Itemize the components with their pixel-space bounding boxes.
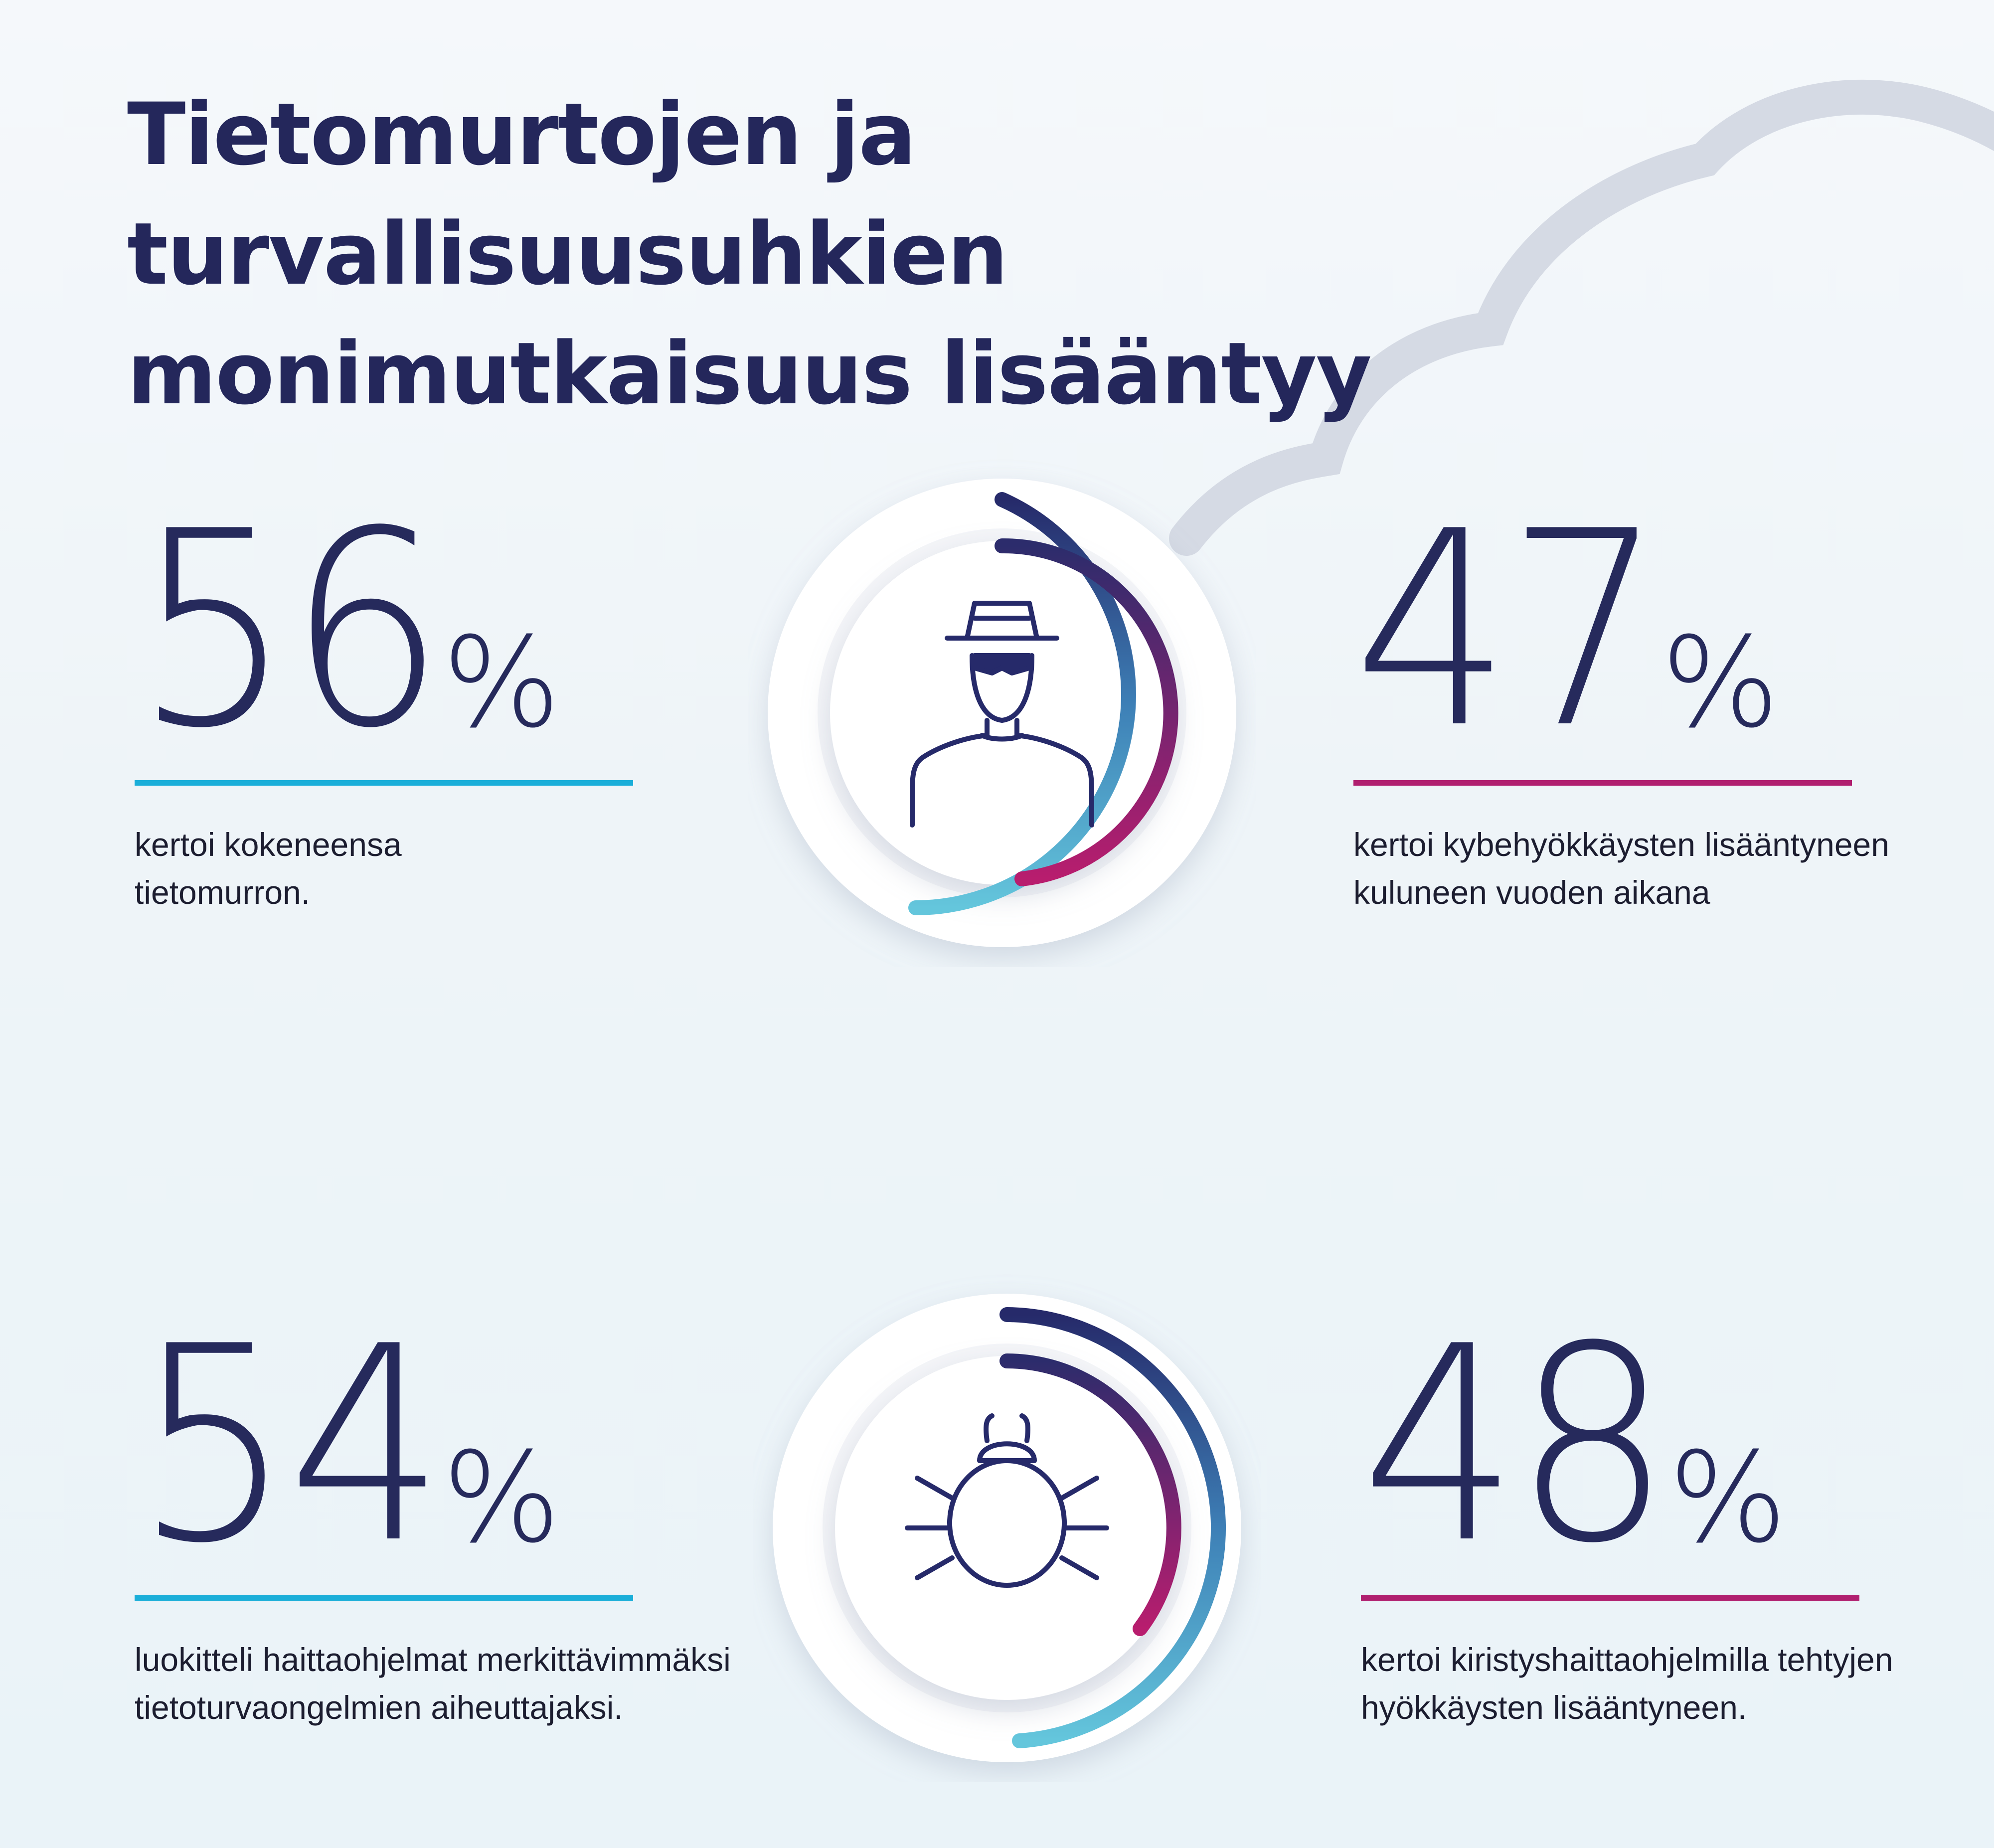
accent-rule [1353, 780, 1852, 786]
stat-description: kertoi kybehyökkäysten lisääntyneen kulu… [1353, 821, 1952, 916]
accent-rule [135, 1595, 633, 1601]
stat-description-line-2: tietoturvaongelmien aiheuttajaksi. [135, 1689, 623, 1726]
stat-value: 47 [1353, 474, 1664, 787]
outer-arc [999, 1307, 1226, 1748]
bug-icon [905, 1413, 1109, 1588]
stat-description-line-1: kertoi kybehyökkäysten lisääntyneen [1353, 826, 1889, 863]
stat-card-2: 47 % kertoi kybehyökkäysten lisääntyneen… [1353, 474, 1952, 916]
percent-sign: % [442, 610, 561, 755]
stat-value: 48 [1361, 1289, 1671, 1602]
stat-description-line-1: luokitteli haittaohjelmat merkittävimmäk… [135, 1641, 731, 1678]
stat-card-4: 48 % kertoi kiristyshaittaohjelmilla teh… [1361, 1289, 1959, 1731]
hacker-icon [910, 601, 1094, 828]
stat-description: luokitteli haittaohjelmat merkittävimmäk… [135, 1636, 733, 1731]
accent-rule [1361, 1595, 1859, 1601]
stat-description-line-1: kertoi kokeneensa [135, 826, 402, 863]
percent-sign: % [1661, 610, 1780, 755]
inner-arc [995, 538, 1178, 886]
stat-value: 54 [135, 1289, 445, 1602]
stat-card-1: 56 % kertoi kokeneensa tietomurron. [135, 474, 733, 916]
stat-description: kertoi kokeneensa tietomurron. [135, 821, 733, 916]
percent-sign: % [442, 1425, 561, 1570]
accent-rule [135, 780, 633, 786]
outer-arc [908, 492, 1136, 915]
progress-ring-top [768, 479, 1236, 947]
progress-ring-bottom [773, 1294, 1241, 1762]
stat-value: 56 [135, 474, 445, 787]
percent-sign: % [1668, 1425, 1787, 1570]
stat-description: kertoi kiristyshaittaohjelmilla tehtyjen… [1361, 1636, 1959, 1731]
inner-arc [999, 1353, 1181, 1636]
stat-description-line-2: kuluneen vuoden aikana [1353, 874, 1710, 911]
title-line-2: monimutkaisuus lisääntyy [127, 324, 1372, 424]
stat-description-line-1: kertoi kiristyshaittaohjelmilla tehtyjen [1361, 1641, 1893, 1678]
stat-card-3: 54 % luokitteli haittaohjelmat merkittäv… [135, 1289, 733, 1731]
stat-description-line-2: hyökkäysten lisääntyneen. [1361, 1689, 1747, 1726]
page-title: Tietomurtojen ja turvallisuusuhkien moni… [127, 75, 1772, 434]
stat-description-line-2: tietomurron. [135, 874, 311, 911]
title-line-1: Tietomurtojen ja turvallisuusuhkien [127, 84, 1008, 304]
